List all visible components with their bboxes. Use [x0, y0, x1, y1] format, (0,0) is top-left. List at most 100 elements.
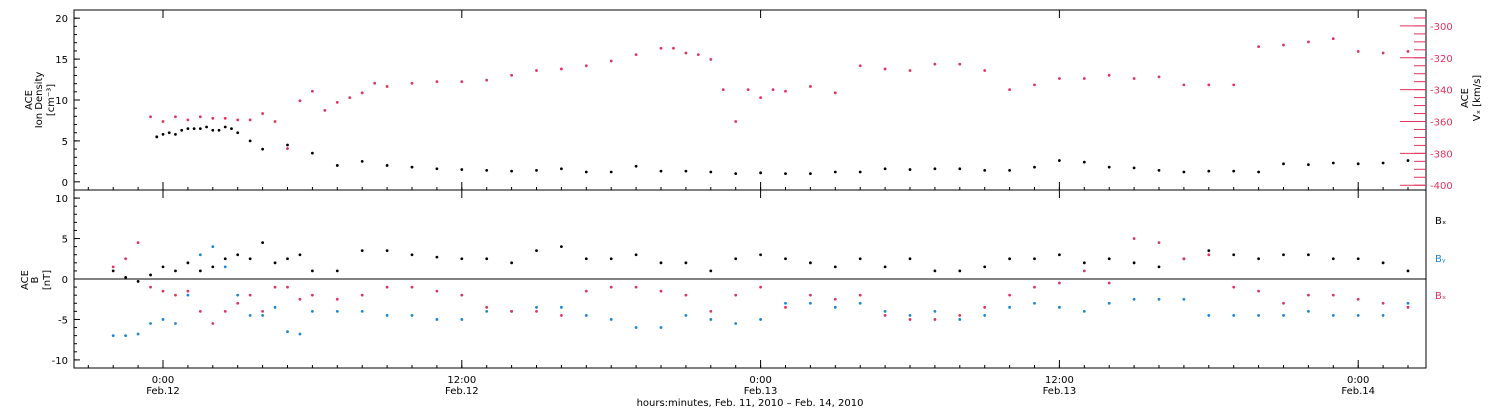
data-point: [734, 172, 738, 176]
data-point: [1058, 305, 1061, 309]
density-ylabel: ACE Ion Density [cm⁻³]: [24, 72, 57, 129]
data-point: [1008, 305, 1011, 309]
data-point: [809, 85, 812, 88]
data-point: [273, 120, 277, 123]
data-point: [833, 265, 837, 269]
data-point: [298, 99, 302, 103]
data-point: [1307, 309, 1310, 313]
data-point: [1157, 241, 1161, 244]
data-point: [1182, 297, 1186, 301]
x-tick-time: 0:00: [1347, 375, 1369, 386]
data-point: [311, 89, 314, 93]
data-point: [385, 285, 389, 289]
legend-bx: Bₓ: [1435, 216, 1446, 227]
data-point: [211, 245, 215, 249]
data-point: [609, 318, 613, 321]
density-tick-label: 10: [55, 96, 68, 107]
data-point: [983, 168, 987, 172]
data-point: [1207, 83, 1211, 87]
density-tick-label: 5: [62, 137, 68, 148]
data-point: [1282, 301, 1285, 305]
data-point: [883, 265, 887, 269]
data-point: [1406, 159, 1410, 162]
data-point: [211, 322, 215, 325]
data-point: [136, 241, 140, 244]
data-point: [211, 128, 215, 132]
vx-ylabel-line2: Vₓ [km/s]: [1472, 75, 1483, 121]
data-point: [1406, 50, 1410, 53]
data-point: [1008, 88, 1011, 92]
data-point: [223, 116, 227, 120]
b-ylabel: ACE B [nT]: [20, 270, 53, 290]
data-point: [1232, 314, 1236, 317]
top-panel-frame: [73, 9, 1427, 191]
data-point: [410, 81, 414, 85]
data-point: [510, 309, 513, 313]
data-point: [230, 127, 233, 131]
data-point: [560, 245, 563, 249]
data-point: [1033, 83, 1036, 87]
data-point: [958, 167, 962, 171]
data-point: [161, 318, 165, 321]
data-point: [1406, 269, 1410, 273]
top-panel-points: [149, 37, 1410, 176]
data-point: [833, 170, 837, 174]
data-point: [609, 170, 613, 174]
data-point: [286, 143, 289, 147]
b-tick-label: 10: [55, 194, 68, 205]
vx-ylabel-line1: ACE: [1460, 88, 1471, 108]
data-point: [211, 265, 215, 269]
data-point: [809, 293, 812, 297]
data-point: [584, 64, 588, 68]
data-point: [248, 314, 252, 317]
data-point: [1033, 257, 1036, 261]
data-point: [535, 69, 538, 72]
b-ylabel-line1: ACE: [20, 270, 31, 290]
data-point: [734, 322, 738, 325]
data-point: [198, 309, 202, 313]
data-point: [734, 257, 738, 261]
data-point: [111, 269, 115, 273]
data-point: [460, 80, 464, 84]
data-point: [1082, 261, 1086, 265]
data-point: [149, 285, 152, 289]
data-point: [858, 170, 862, 174]
data-point: [335, 100, 339, 104]
data-point: [1282, 162, 1285, 166]
data-point: [485, 257, 489, 261]
data-point: [298, 332, 302, 336]
x-tick-day: Feb.12: [146, 386, 180, 397]
data-point: [709, 57, 713, 61]
data-point: [684, 314, 688, 317]
data-point: [198, 269, 202, 273]
data-point: [883, 309, 887, 313]
data-point: [273, 305, 277, 309]
data-point: [908, 168, 912, 171]
data-point: [360, 159, 364, 163]
data-point: [1107, 165, 1111, 169]
data-point: [1008, 293, 1011, 297]
legend-by: Bᵧ: [1435, 254, 1446, 265]
data-point: [273, 261, 277, 265]
data-point: [298, 297, 302, 301]
data-point: [335, 297, 339, 301]
data-point: [1232, 285, 1236, 289]
data-point: [784, 89, 787, 93]
data-point: [460, 318, 464, 321]
data-point: [223, 257, 227, 261]
data-point: [659, 169, 663, 173]
data-point: [186, 261, 190, 265]
data-point: [485, 309, 489, 313]
data-point: [1132, 297, 1136, 301]
data-point: [809, 172, 812, 176]
data-point: [584, 257, 588, 261]
data-point: [584, 289, 588, 293]
x-axis-label: hours:minutes, Feb. 11, 2010 – Feb. 14, …: [637, 398, 864, 409]
data-point: [460, 168, 464, 171]
data-point: [1033, 285, 1036, 289]
legend-bz: Bₓ: [1435, 291, 1446, 302]
data-point: [273, 285, 277, 289]
data-point: [609, 257, 613, 261]
data-point: [248, 257, 252, 261]
